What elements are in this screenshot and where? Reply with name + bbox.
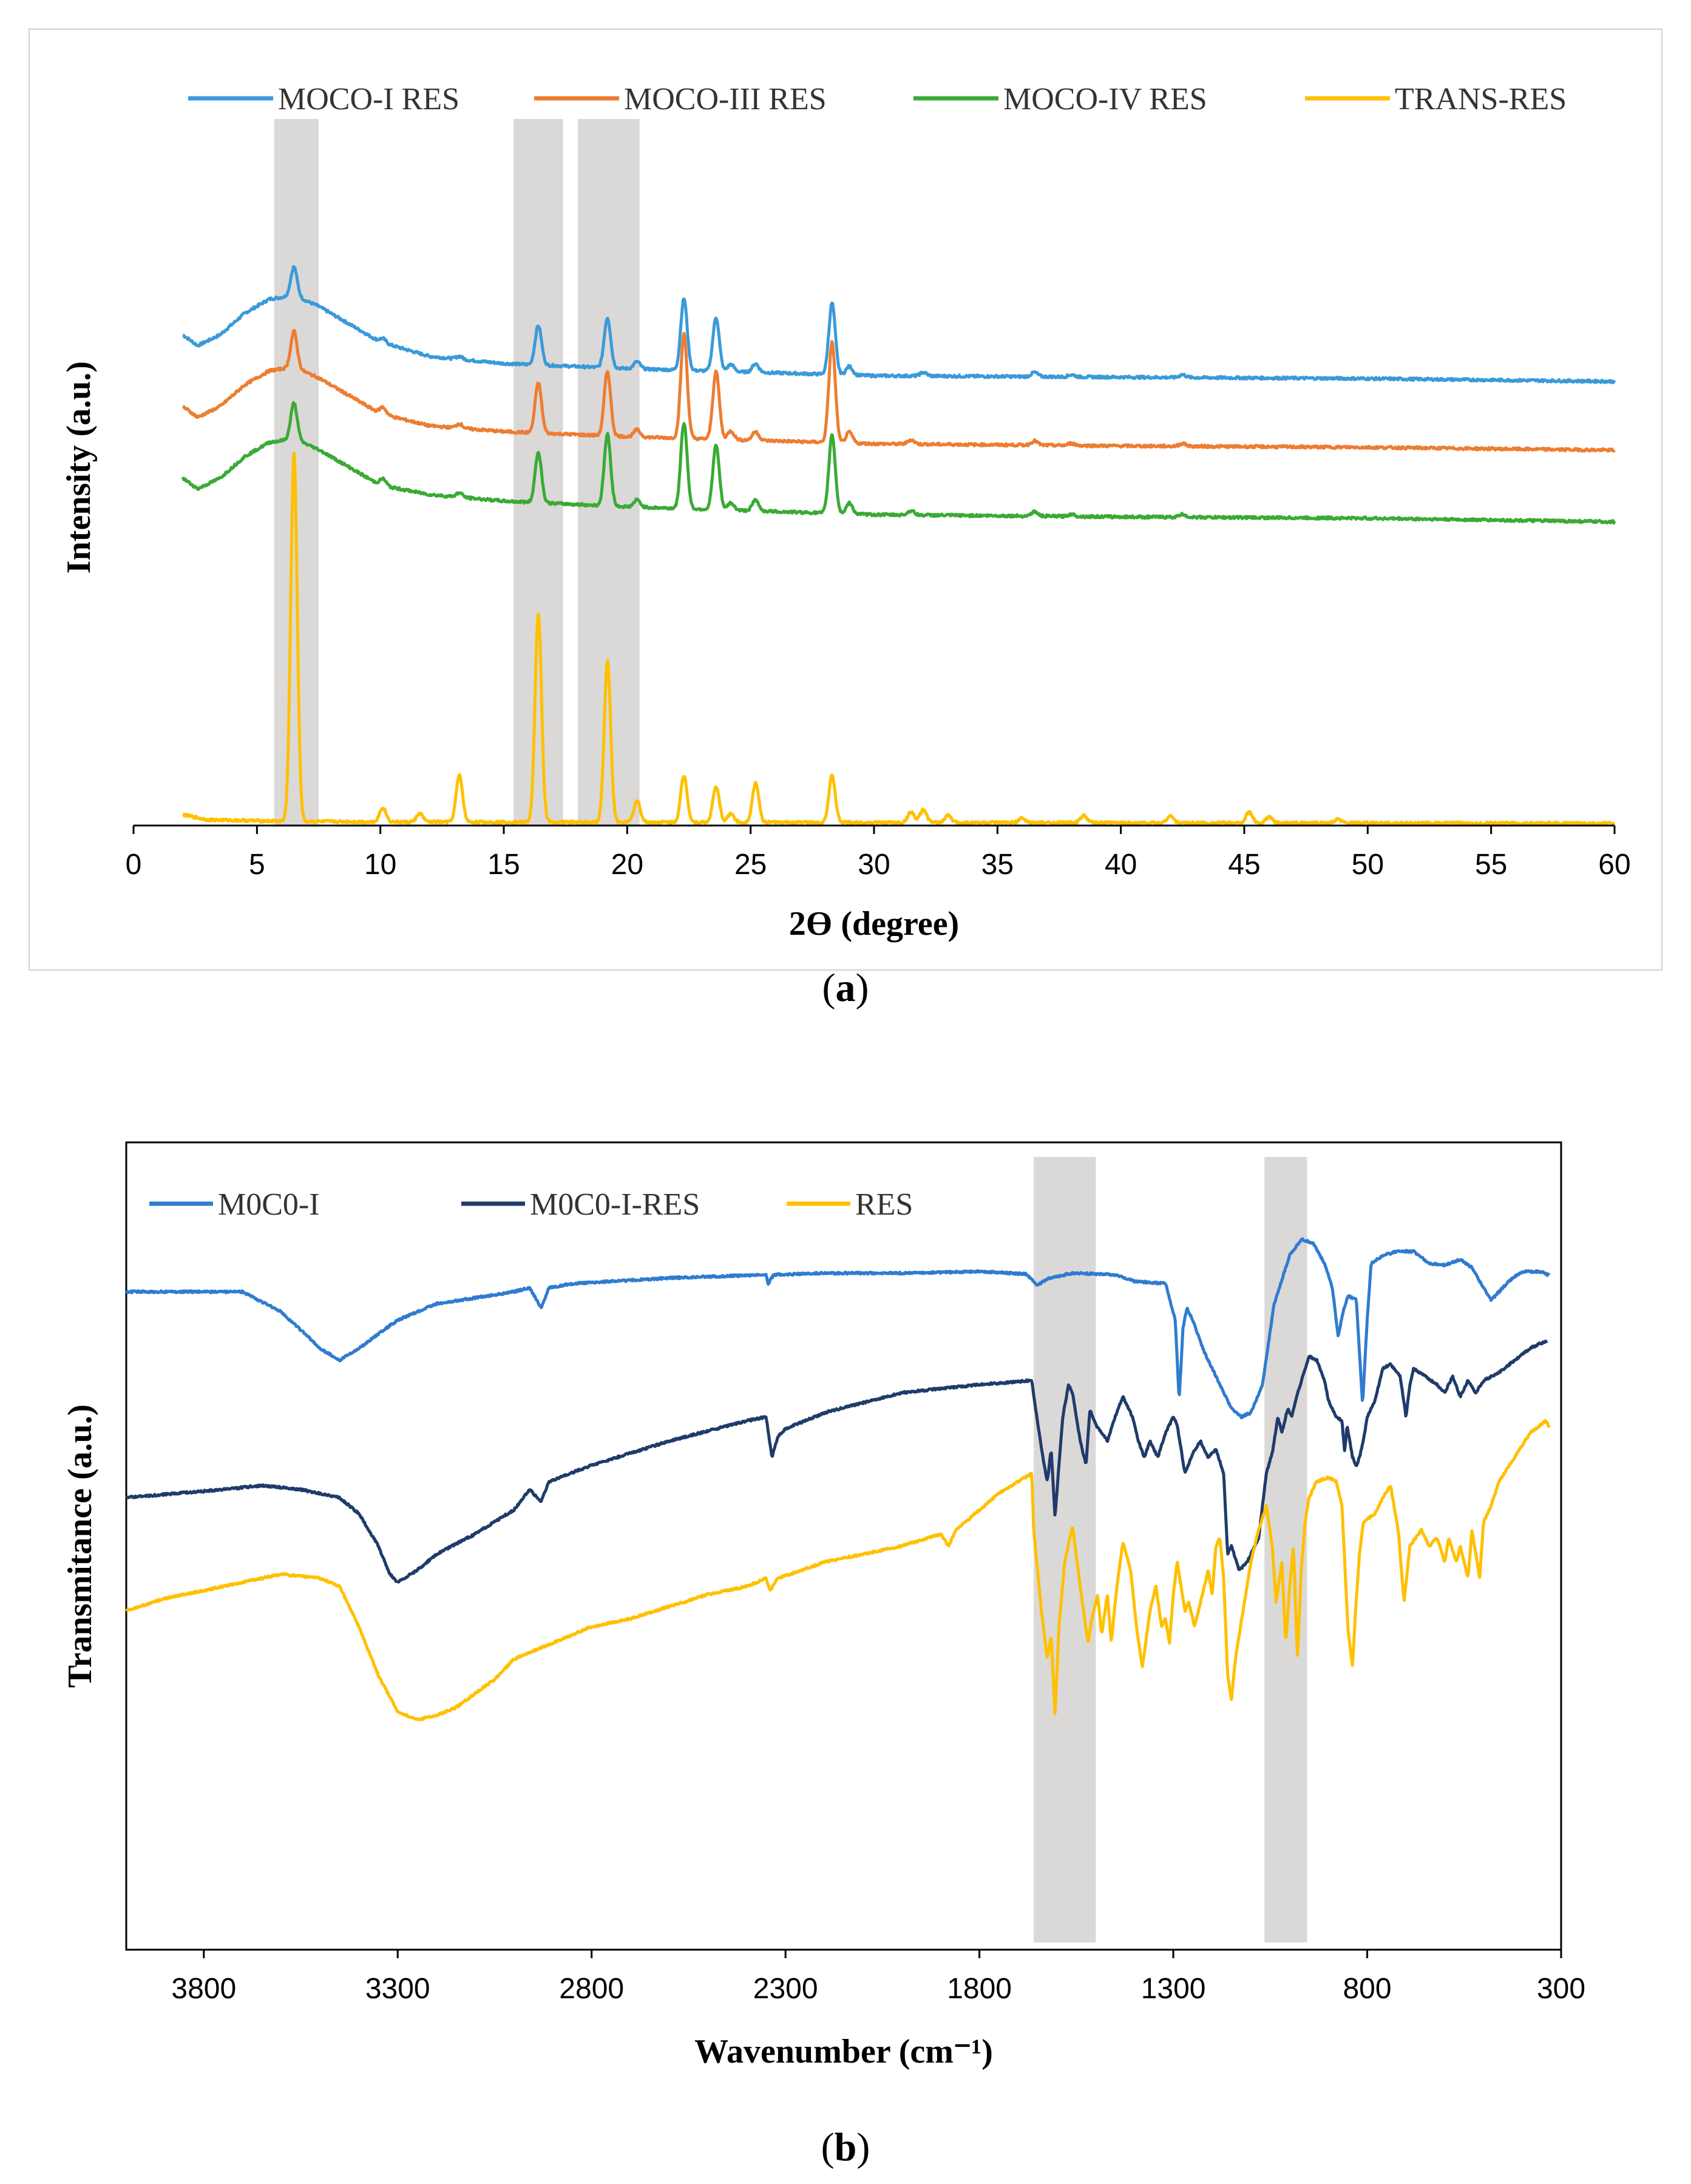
x-tick-label: 3800	[171, 1973, 236, 2005]
x-tick-label: 0	[126, 849, 142, 881]
series-line-trans-res	[182, 451, 1616, 826]
highlight-band	[578, 119, 640, 826]
y-axis-title: Intensity (a.u.)	[60, 361, 98, 574]
x-tick-label: 3300	[365, 1973, 430, 2005]
x-tick-label: 55	[1475, 849, 1507, 881]
chart-frame	[29, 29, 1662, 971]
x-tick-label: 10	[364, 849, 396, 881]
caption-a: (a)	[822, 966, 869, 1010]
x-axis-title: 2ϴ (degree)	[789, 905, 959, 943]
x-tick-label: 1300	[1141, 1973, 1206, 2005]
series-line-m0c0-i-res	[124, 1340, 1548, 1584]
series-line-moco-i-res	[182, 265, 1616, 384]
series-line-res	[125, 1419, 1551, 1721]
legend-label-m0c0-i: M0C0-I	[218, 1187, 320, 1222]
plot-area-border	[125, 1141, 1562, 1951]
highlight-band	[1264, 1157, 1307, 1942]
x-tick-label: 800	[1343, 1973, 1391, 2005]
x-tick-label: 2300	[753, 1973, 818, 2005]
x-tick-label: 300	[1537, 1973, 1585, 2005]
legend-label-m0c0-i-res: M0C0-I-RES	[530, 1187, 700, 1222]
highlight-band	[1034, 1157, 1096, 1942]
x-tick-label: 20	[611, 849, 643, 881]
caption-b-letter: b	[834, 2125, 857, 2169]
x-tick-label: 60	[1598, 849, 1630, 881]
x-tick-label: 40	[1105, 849, 1137, 881]
legend-label-moco-iii-res: MOCO-III RES	[624, 82, 827, 117]
x-tick-label: 45	[1228, 849, 1260, 881]
x-tick-label: 50	[1352, 849, 1384, 881]
legend-label-moco-i-res: MOCO-I RES	[278, 82, 459, 117]
y-axis-title: Transmitance (a.u.)	[61, 1404, 99, 1687]
series-line-moco-iv-res	[181, 401, 1616, 525]
xrd-chart-panel: 0 5 10 15 20 25 30 35 40 45 50 55 60 2ϴ (degree) Inten…	[29, 29, 1662, 971]
legend-label-moco-iv-res: MOCO-IV RES	[1003, 82, 1207, 117]
caption-b: (b)	[821, 2125, 870, 2169]
series-line-m0c0-i	[125, 1237, 1551, 1420]
legend-label-trans-res: TRANS-RES	[1395, 82, 1567, 117]
legend-label-res: RES	[855, 1187, 913, 1222]
highlight-band	[513, 119, 563, 826]
x-tick-label: 30	[858, 849, 890, 881]
ftir-chart-panel: 3800 3300 2800 2300 1800 1300 800 300 Wavenumber…	[61, 1141, 1585, 2070]
x-tick-label: 35	[981, 849, 1014, 881]
x-tick-label: 25	[734, 849, 767, 881]
series-line-moco-iii-res	[181, 328, 1616, 453]
x-tick-label: 2800	[559, 1973, 624, 2005]
caption-a-letter: a	[835, 966, 856, 1010]
x-tick-label: 15	[487, 849, 520, 881]
x-axis-title: Wavenumber (cm⁻¹)	[694, 2033, 993, 2070]
x-tick-label: 5	[249, 849, 265, 881]
x-tick-label: 1800	[947, 1973, 1012, 2005]
